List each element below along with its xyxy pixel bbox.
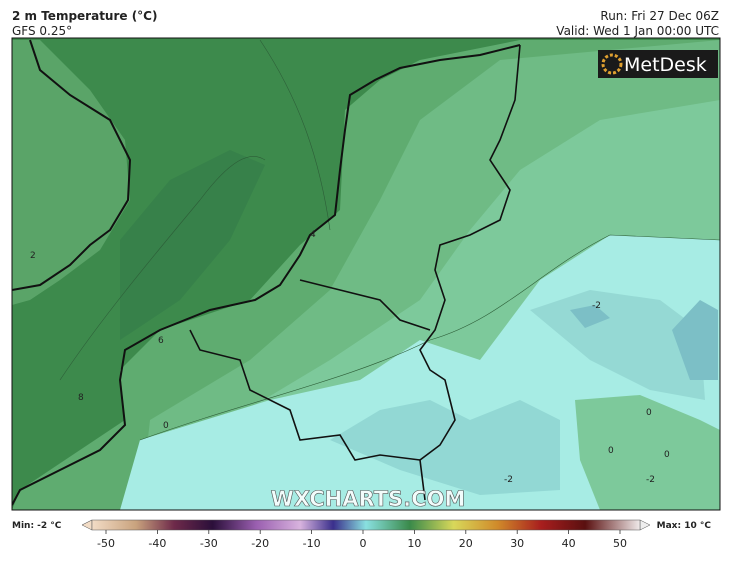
logo: MetDesk [624,54,707,76]
contour-label: -2 [646,475,655,485]
max-label: Max: 10 °C [657,521,712,531]
isotherm [59,156,266,381]
contour-label: -2 [592,301,601,311]
isotherm [259,39,331,231]
colorbar [91,519,641,531]
map-frame [11,37,721,511]
warm-patch [575,395,720,510]
contour-label: 2 [30,251,36,261]
contour-label: 0 [163,421,169,431]
contour-label: 0 [646,408,652,418]
colorbar-tick-label: -10 [303,537,321,550]
uk-coastline [12,39,132,291]
coldest-patch-2 [570,305,610,328]
watermark: WXCHARTS.COM [271,487,466,511]
colorbar-tick-label: 20 [459,537,473,550]
contour-label: 8 [78,393,84,403]
coldest-patch [672,300,718,380]
colorbar-tick-label: -50 [97,537,115,550]
warm-sea [120,150,265,340]
colorbar-tick-label: -30 [200,537,218,550]
model: GFS 0.25° [12,24,72,38]
colorbar-tick-label: 0 [360,537,367,550]
cold-patch-2 [530,290,705,400]
contour-label: 4 [310,230,316,240]
colorbar-tick-label: 40 [562,537,576,550]
uk-land [12,40,130,305]
colorbar-tick-label: -40 [148,537,166,550]
title: 2 m Temperature (°C) [12,9,157,23]
valid-time: Valid: Wed 1 Jan 00:00 UTC [556,24,719,38]
map: 2 4 6 8 0 0 0 0 -2 -2 -2 WXCHARTS.COM [12,38,720,511]
contour-label: 6 [158,336,164,346]
colorbar-ticks: -50 -40 -30 -20 -10 0 10 20 30 40 50 [97,530,627,550]
border [419,44,521,501]
colorbar-tick-label: 50 [613,537,627,550]
colorbar-tick-label: -20 [251,537,269,550]
logo-icon [601,53,623,75]
contour-label: -2 [504,475,513,485]
colorbar-tick-label: 10 [407,537,421,550]
run-time: Run: Fri 27 Dec 06Z [600,9,719,23]
min-label: Min: -2 °C [12,521,62,531]
border [299,279,431,331]
border [189,329,421,461]
logo-box [598,50,718,78]
colorbar-arrow-left [81,519,93,531]
contour-label: 0 [664,450,670,460]
isotherm [139,234,720,441]
contour-label: 0 [608,446,614,456]
colorbar-tick-label: 30 [510,537,524,550]
cold-patch [330,400,560,495]
coastline [12,44,521,506]
